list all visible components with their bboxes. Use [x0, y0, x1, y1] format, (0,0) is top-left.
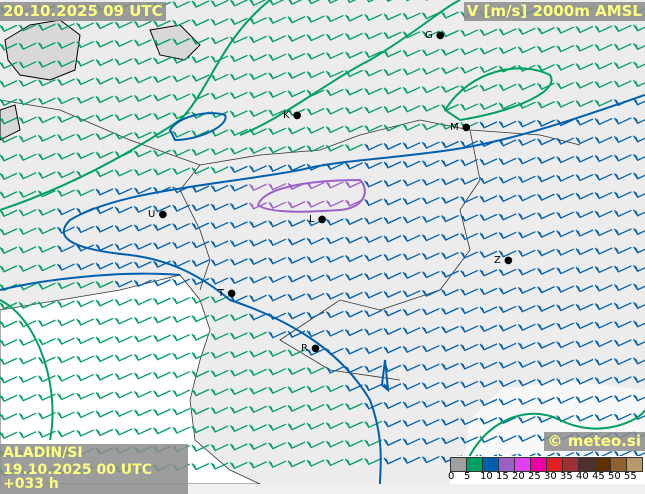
legend-swatch — [610, 457, 627, 472]
city-label: U ● — [148, 209, 167, 220]
legend-swatch — [530, 457, 547, 472]
legend-tick: 0 — [448, 471, 454, 482]
city-name: G — [425, 30, 433, 41]
city-name: Z — [494, 255, 501, 266]
city-name: U — [148, 209, 155, 220]
legend-swatch — [498, 457, 515, 472]
legend-tick: 25 — [528, 471, 541, 482]
city-label: R ● — [301, 343, 320, 354]
legend-swatch — [450, 457, 467, 472]
legend-swatch — [546, 457, 563, 472]
city-label: L ● — [309, 214, 326, 225]
city-label: K ● — [283, 110, 301, 121]
model-info: ALADIN/SI 19.10.2025 00 UTC +033 h — [0, 444, 188, 494]
city-name: K — [283, 110, 290, 121]
legend-swatch — [514, 457, 531, 472]
field-title: V [m/s] 2000m AMSL — [464, 2, 645, 21]
legend-tick: 40 — [576, 471, 589, 482]
city-label: M ● — [450, 122, 471, 133]
legend-tick: 55 — [624, 471, 637, 482]
legend-tick: 30 — [544, 471, 557, 482]
legend-tick: 35 — [560, 471, 573, 482]
legend-swatch — [626, 457, 643, 472]
city-name: L — [309, 214, 315, 225]
model-run: 19.10.2025 00 UTC +033 h — [3, 463, 185, 491]
legend-swatch — [466, 457, 483, 472]
legend-tick: 15 — [496, 471, 509, 482]
legend-tick: 50 — [608, 471, 621, 482]
city-name: M — [450, 122, 459, 133]
city-label: T ● — [218, 288, 236, 299]
legend-tick: 20 — [512, 471, 525, 482]
legend-tick: 10 — [480, 471, 493, 482]
wind-map — [0, 0, 645, 484]
legend-tick: 5 — [464, 471, 470, 482]
legend-swatch — [578, 457, 595, 472]
city-label: Z ● — [494, 255, 513, 266]
legend-swatch — [482, 457, 499, 472]
model-name: ALADIN/SI — [3, 446, 185, 460]
legend-swatch — [562, 457, 579, 472]
city-name: T — [218, 288, 224, 299]
valid-time: 20.10.2025 09 UTC — [0, 2, 166, 21]
city-name: R — [301, 343, 308, 354]
legend-swatch — [594, 457, 611, 472]
copyright: © meteo.si — [544, 432, 645, 451]
legend-tick: 45 — [592, 471, 605, 482]
city-label: G ● — [425, 30, 445, 41]
